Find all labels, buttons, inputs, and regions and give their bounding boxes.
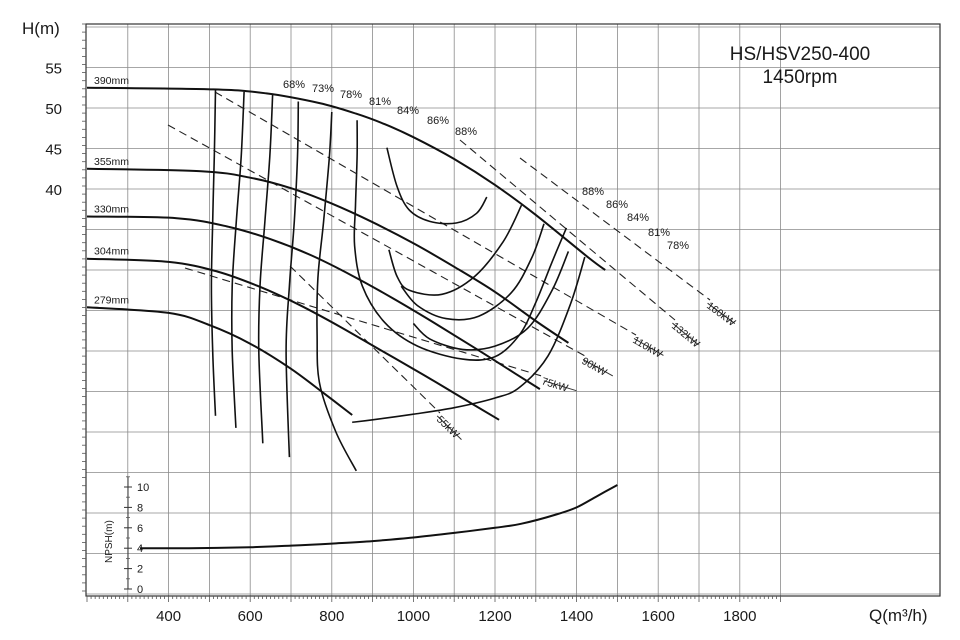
efficiency-label: 81%: [369, 96, 391, 108]
efficiency-curve: [352, 256, 586, 424]
y-tick-label: 50: [45, 101, 62, 118]
x-tick-label: 1000: [397, 608, 430, 625]
power-line: [184, 267, 546, 378]
power-label-underline: [543, 380, 577, 392]
x-tick-label: 600: [238, 608, 263, 625]
power-label-underline: [707, 302, 736, 324]
efficiency-label: 73%: [312, 83, 334, 95]
efficiency-curve: [285, 101, 300, 458]
efficiency-label: 84%: [627, 212, 649, 224]
power-label: 55kW: [434, 414, 462, 441]
efficiency-curve: [316, 111, 358, 472]
plot-frame: [85, 23, 941, 597]
efficiency-curve: [210, 89, 217, 416]
efficiency-label: 84%: [397, 105, 419, 117]
y-tick-label: 40: [45, 182, 62, 199]
x-axis-label: Q(m³/h): [869, 606, 928, 625]
axes: 40 45 50 55 400 600 800 1000 1200 1400 1600 1800: [45, 23, 781, 625]
impeller-label: 390mm: [94, 75, 129, 87]
efficiency-curve: [230, 91, 245, 428]
x-tick-label: 800: [319, 608, 344, 625]
efficiency-curve: [388, 204, 523, 296]
npsh-line: [139, 484, 618, 550]
power-line: [289, 265, 441, 414]
power-line: [214, 91, 637, 336]
efficiency-label: 68%: [283, 79, 305, 91]
power-label: 110kW: [631, 334, 665, 360]
impeller-label: 279mm: [94, 294, 129, 306]
power-label: 90kW: [580, 355, 609, 379]
power-label-underline: [633, 338, 664, 356]
impeller-label: 355mm: [94, 156, 129, 168]
impeller-label: 304mm: [94, 246, 129, 258]
efficiency-curve: [257, 94, 274, 444]
power-label-underline: [672, 322, 699, 346]
efficiency-curve: [353, 120, 568, 361]
npsh-tick-label: 10: [137, 482, 149, 494]
efficiency-label: 78%: [667, 240, 689, 252]
x-tick-label: 1600: [642, 608, 675, 625]
power-label-underline: [582, 359, 614, 377]
head-curve: [86, 215, 541, 390]
efficiency-label: 88%: [582, 186, 604, 198]
efficiency-curve: [386, 147, 488, 225]
x-tick-label: 400: [156, 608, 181, 625]
impeller-label: 330mm: [94, 204, 129, 216]
y-axis-label: H(m): [22, 19, 60, 38]
efficiency-curve: [412, 251, 570, 351]
efficiency-label: 86%: [606, 199, 628, 211]
npsh-tick-label: 6: [137, 523, 143, 535]
efficiency-label: 88%: [455, 126, 477, 138]
y-tick-label: 55: [45, 61, 62, 78]
chart-title: HS/HSV250-400: [730, 44, 870, 65]
head-curve: [86, 306, 353, 416]
efficiency-label: 78%: [340, 89, 362, 101]
x-tick-label: 1400: [560, 608, 593, 625]
efficiency-curves: 68% 73% 78%81%84%86%88%88%86%84%81%78%: [210, 79, 689, 472]
x-tick-label: 1800: [723, 608, 756, 625]
efficiency-label: 86%: [427, 115, 449, 127]
power-line: [459, 139, 676, 321]
npsh-axis-label: NPSH(m): [104, 520, 115, 563]
power-label: 132kW: [669, 320, 702, 350]
chart-subtitle: 1450rpm: [763, 67, 838, 88]
npsh-tick-label: 0: [137, 584, 143, 596]
power-label-underline: [436, 415, 462, 441]
power-label: 160kW: [704, 300, 737, 329]
head-curve: [86, 167, 569, 344]
x-tick-label: 1200: [478, 608, 511, 625]
efficiency-label: 81%: [648, 227, 670, 239]
head-curve: [86, 86, 606, 271]
power-line: [519, 157, 711, 301]
grid: [85, 23, 941, 597]
efficiency-curve: [400, 223, 545, 321]
head-curves: 390mm 355mm 330mm 304mm 279mm: [86, 75, 606, 421]
npsh-tick-label: 8: [137, 502, 143, 514]
head-curve: [86, 257, 500, 421]
power-line: [167, 124, 586, 357]
y-tick-label: 45: [45, 142, 62, 159]
npsh-tick-label: 2: [137, 564, 143, 576]
